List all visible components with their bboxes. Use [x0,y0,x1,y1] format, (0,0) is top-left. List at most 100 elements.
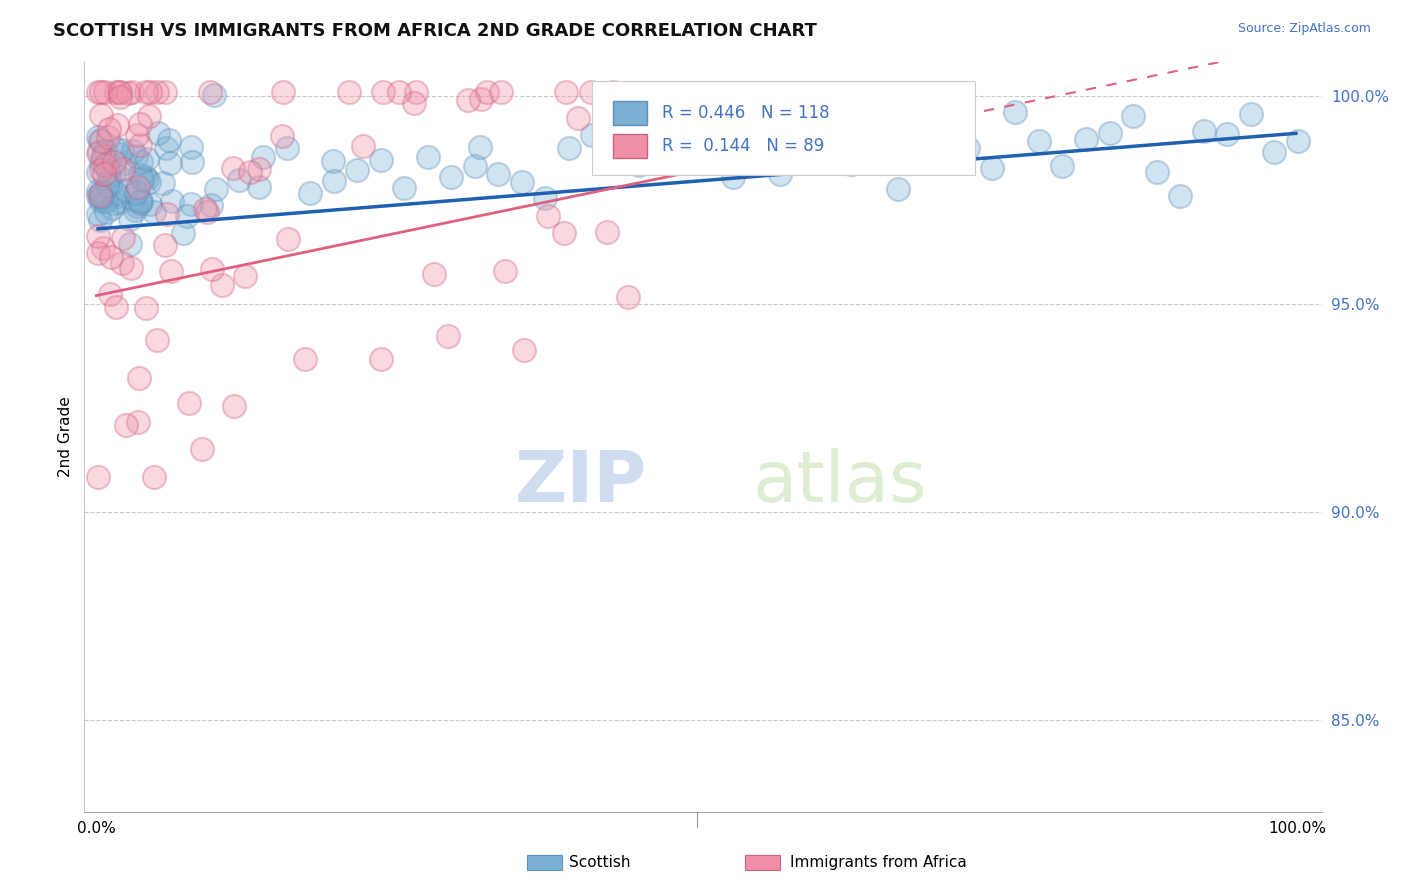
Point [86,165,108,179]
Point [1028,134,1050,148]
Point [815,151,838,165]
Y-axis label: 2nd Grade: 2nd Grade [58,397,73,477]
Point [112,156,135,170]
Point [107,189,129,203]
Point [934,150,956,164]
Point [1168,188,1191,202]
Point [222,161,245,175]
Point [120,261,142,276]
Point [129,194,152,208]
Point [489,85,512,99]
Point [1239,107,1261,121]
Point [322,154,344,169]
Point [124,186,146,200]
Point [89,193,111,207]
Point [94,85,117,99]
Point [155,141,177,155]
Point [416,151,439,165]
Point [723,169,745,184]
Point [94,157,117,171]
Point [1074,131,1097,145]
Point [222,399,245,413]
Point [1192,124,1215,138]
Point [125,199,148,213]
Point [201,261,224,276]
Point [464,159,486,173]
Point [494,264,516,278]
Point [370,352,392,367]
Point [157,133,180,147]
Bar [527,855,562,870]
Point [322,174,344,188]
Point [437,329,460,343]
Point [105,300,128,314]
Point [247,161,270,176]
Point [981,161,1004,175]
Point [103,154,125,169]
Point [97,171,120,186]
Point [205,182,228,196]
Point [537,209,560,223]
Point [200,198,222,212]
Point [602,85,624,99]
Point [89,188,111,202]
Point [125,149,148,163]
Point [101,201,124,215]
Point [839,157,862,171]
Point [370,153,392,168]
Bar [613,135,647,159]
Point [135,85,157,99]
Point [339,85,361,99]
Point [96,194,118,209]
Point [87,207,110,221]
Point [180,196,202,211]
Point [534,191,557,205]
Point [97,156,120,170]
Point [1052,159,1074,173]
Point [103,166,125,180]
Point [235,269,257,284]
Point [136,152,159,166]
Point [628,157,651,171]
Point [93,149,115,163]
Point [117,86,139,100]
Point [146,85,169,99]
Point [228,173,250,187]
Point [134,169,156,184]
Point [104,186,127,201]
Point [769,167,792,181]
Point [616,290,638,304]
Point [87,246,110,260]
Point [1216,127,1239,141]
Point [90,108,112,122]
Point [346,163,368,178]
Point [125,184,148,198]
Point [142,470,165,484]
Point [392,181,415,195]
Point [475,85,498,99]
Point [98,287,121,301]
Point [567,111,589,125]
Point [1122,109,1144,123]
Point [131,171,153,186]
Point [127,180,149,194]
Point [94,205,117,219]
Point [211,278,233,293]
Point [115,417,138,432]
Point [153,85,176,99]
Point [128,371,150,385]
Text: R = 0.446   N = 118: R = 0.446 N = 118 [662,104,830,122]
Text: ZIP: ZIP [515,448,647,516]
Point [86,229,108,244]
Point [277,232,299,246]
Point [470,92,492,106]
Point [160,194,183,208]
Point [457,93,479,107]
Point [90,190,112,204]
Point [96,178,118,193]
Point [145,333,167,347]
Point [90,134,112,148]
Point [90,163,112,178]
Point [105,85,128,99]
Point [172,226,194,240]
